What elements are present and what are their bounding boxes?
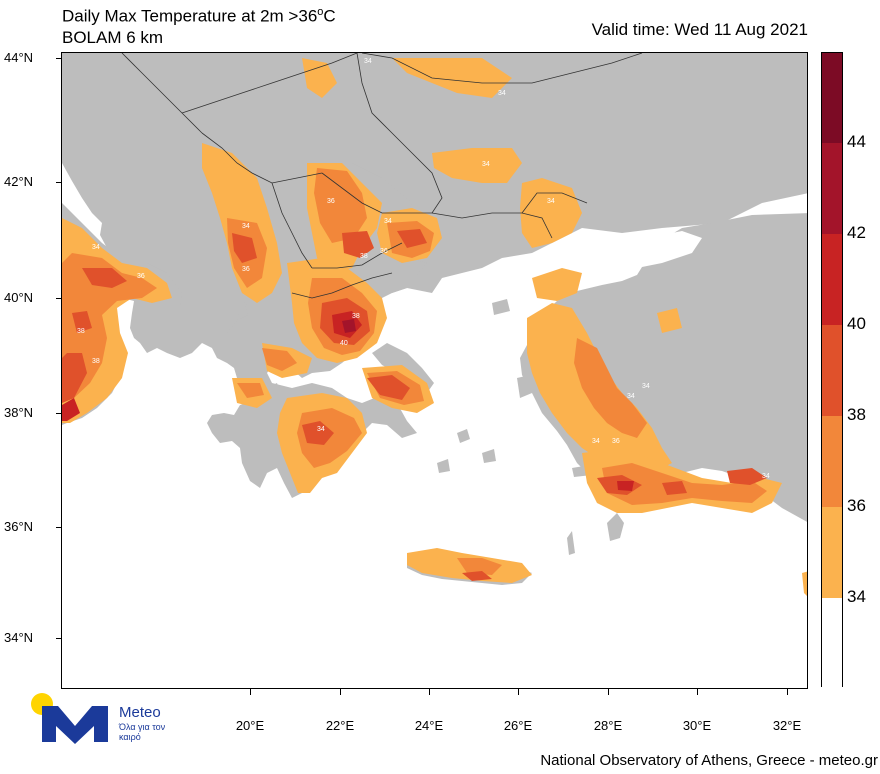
colorbar-label-44: 44 <box>847 132 866 151</box>
contour-label-36: 36 <box>137 273 145 280</box>
lat-label-44n: 44°N <box>4 50 34 65</box>
colorbar-label-38: 38 <box>847 405 866 424</box>
contour-label-36: 36 <box>242 266 250 273</box>
lon-tick <box>340 689 341 695</box>
lat-tick <box>56 527 62 528</box>
contour-label-34: 34 <box>482 161 490 168</box>
colorbar-segment-below-34 <box>822 598 842 688</box>
title-text: Daily Max Temperature at 2m >36 <box>62 6 318 26</box>
credit-footer: National Observatory of Athens, Greece -… <box>540 752 878 769</box>
contour-label-34: 34 <box>364 58 372 65</box>
meteo-m-mark <box>42 706 108 744</box>
lat-label-40n: 40°N <box>4 290 34 305</box>
lon-tick <box>518 689 519 695</box>
lon-tick <box>608 689 609 695</box>
lat-tick <box>56 182 62 183</box>
land-rhodes <box>607 513 624 541</box>
meteo-logo <box>31 693 108 744</box>
lat-tick <box>56 413 62 414</box>
contour-label-36: 36 <box>327 198 335 205</box>
logo-tagline: Όλα για τον καιρό <box>119 722 166 742</box>
colorbar-segment-40-42 <box>822 234 842 325</box>
contour-label-36: 36 <box>380 248 388 255</box>
contour-labels: 34 34 34 34 34 34 34 34 34 34 34 34 36 3… <box>77 58 770 480</box>
contour-label-34: 34 <box>592 438 600 445</box>
lon-label-26e: 26°E <box>503 718 533 733</box>
colorbar-segment-42-44 <box>822 143 842 234</box>
logo-name: Meteo <box>119 704 161 721</box>
contour-label-36: 36 <box>612 438 620 445</box>
land-cyclades-1 <box>457 429 470 443</box>
lon-tick <box>787 689 788 695</box>
country-borders <box>121 53 643 299</box>
map-panel: 34 34 34 34 34 34 34 34 34 34 34 34 36 3… <box>61 52 808 689</box>
lon-label-24e: 24°E <box>414 718 444 733</box>
lat-tick <box>56 638 62 639</box>
land-chios <box>517 375 532 398</box>
lon-label-32e: 32°E <box>772 718 802 733</box>
temperature-map: 34 34 34 34 34 34 34 34 34 34 34 34 36 3… <box>62 53 807 596</box>
lat-tick <box>56 58 62 59</box>
contour-label-34: 34 <box>384 218 392 225</box>
lat-label-42n: 42°N <box>4 174 34 189</box>
title-line-2: BOLAM 6 km <box>62 27 164 47</box>
lat-label-38n: 38°N <box>4 405 34 420</box>
contour-label-38: 38 <box>352 313 360 320</box>
land-corfu <box>237 301 248 319</box>
lon-label-28e: 28°E <box>593 718 623 733</box>
land-karpathos <box>567 531 575 555</box>
contour-label-34: 34 <box>498 90 506 97</box>
colorbar-label-40: 40 <box>847 314 866 333</box>
lat-tick <box>56 298 62 299</box>
contour-label-38: 38 <box>77 328 85 335</box>
lat-label-36n: 36°N <box>4 519 34 534</box>
colorbar-label-42: 42 <box>847 223 866 242</box>
contour-label-34: 34 <box>762 473 770 480</box>
lon-tick <box>697 689 698 695</box>
lon-label-30e: 30°E <box>682 718 712 733</box>
title-line-1: Daily Max Temperature at 2m >36oC <box>62 2 336 27</box>
contour-label-40: 40 <box>340 340 348 347</box>
contour-label-34: 34 <box>627 393 635 400</box>
valid-time: Valid time: Wed 11 Aug 2021 <box>591 20 808 39</box>
sea-marmara <box>572 231 702 275</box>
lat-label-34n: 34°N <box>4 630 34 645</box>
contour-label-38: 38 <box>360 253 368 260</box>
colorbar-label-36: 36 <box>847 496 866 515</box>
colorbar-segment-44plus <box>822 53 842 143</box>
colorbar-label-34: 34 <box>847 587 866 606</box>
colorbar <box>821 52 843 688</box>
band-42-44 <box>342 319 356 333</box>
contour-label-34: 34 <box>92 244 100 251</box>
degree-sign: o <box>317 6 324 18</box>
land-cyclades-2 <box>482 449 496 463</box>
lon-tick <box>250 689 251 695</box>
contour-label-34: 34 <box>642 383 650 390</box>
contour-label-34: 34 <box>547 198 555 205</box>
contour-label-34: 34 <box>317 426 325 433</box>
lon-label-22e: 22°E <box>325 718 355 733</box>
colorbar-segment-38-40 <box>822 325 842 416</box>
land-cyclades-3 <box>437 459 450 473</box>
title-unit: C <box>323 6 336 26</box>
map-title: Daily Max Temperature at 2m >36oC BOLAM … <box>62 2 336 48</box>
colorbar-segment-34-36 <box>822 507 842 598</box>
lon-tick <box>429 689 430 695</box>
land-lemnos <box>492 299 510 315</box>
lon-label-20e: 20°E <box>235 718 265 733</box>
contour-label-34: 34 <box>242 223 250 230</box>
colorbar-segment-36-38 <box>822 416 842 507</box>
contour-label-38: 38 <box>92 358 100 365</box>
